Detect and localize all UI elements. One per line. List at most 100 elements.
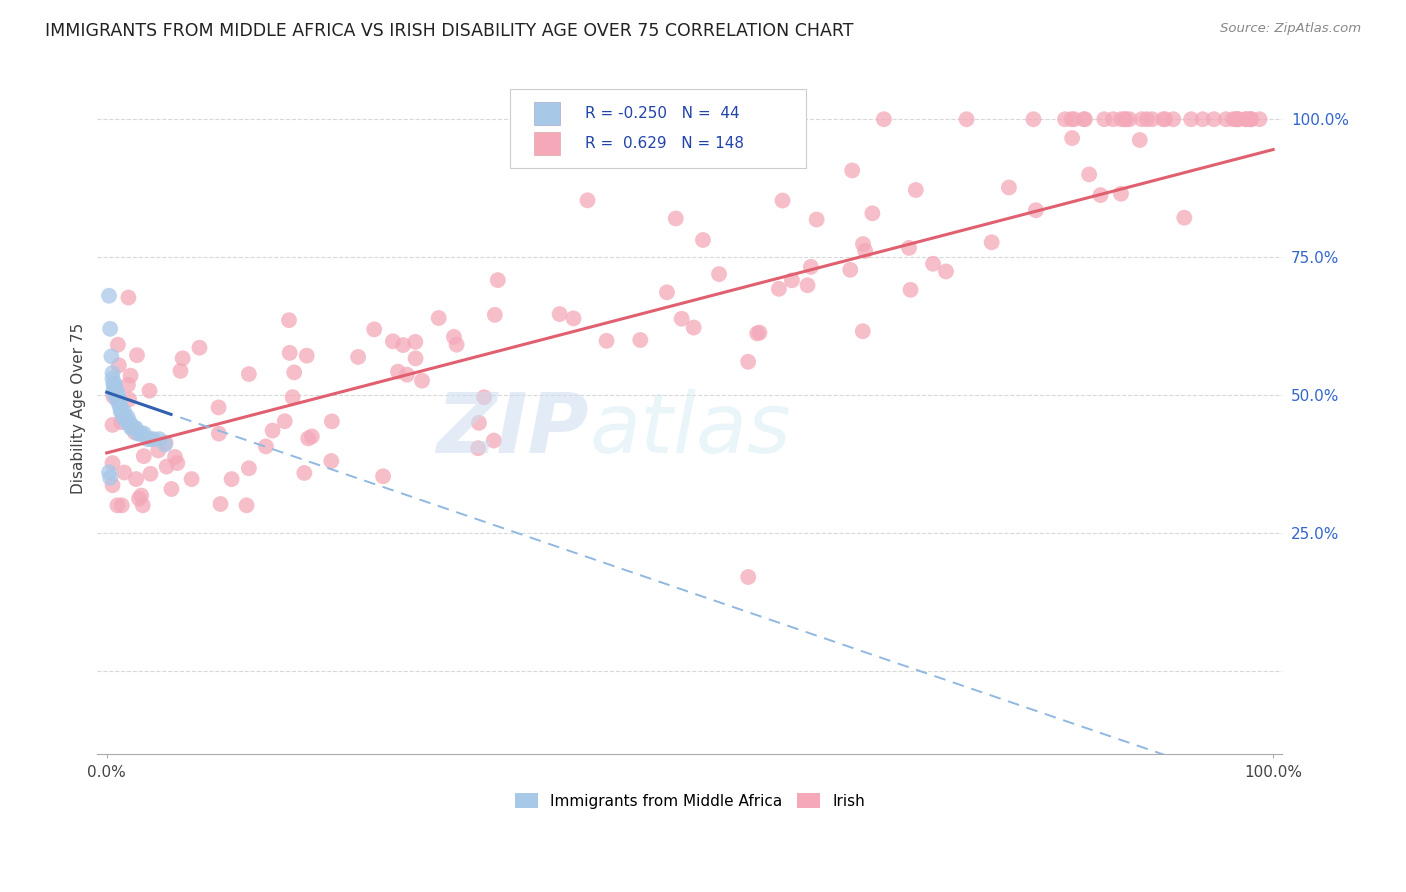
Point [381, 334, 404, 349]
Point [125, 348, 148, 362]
Point [1053, 112, 1076, 127]
Point [468, 416, 491, 430]
Point [1109, 186, 1132, 201]
Point [142, 432, 165, 446]
Point [105, 393, 128, 408]
Point [900, 283, 922, 297]
Point [208, 426, 231, 441]
Point [998, 180, 1021, 194]
Point [1025, 203, 1047, 218]
Point [101, 478, 124, 492]
Point [347, 350, 370, 364]
Point [209, 497, 232, 511]
Point [153, 437, 176, 451]
Point [1109, 112, 1132, 127]
Point [980, 235, 1002, 250]
Point [118, 392, 141, 407]
Point [411, 374, 433, 388]
Point [117, 410, 139, 425]
Point [1225, 112, 1247, 127]
Point [371, 469, 394, 483]
Legend: Immigrants from Middle Africa, Irish: Immigrants from Middle Africa, Irish [509, 787, 872, 814]
Point [110, 415, 132, 429]
Point [1074, 112, 1097, 127]
Point [166, 456, 188, 470]
Point [1240, 112, 1263, 127]
Point [1090, 188, 1112, 202]
Point [1227, 112, 1250, 127]
Point [281, 390, 304, 404]
Point [132, 498, 155, 512]
Point [904, 183, 927, 197]
Point [107, 393, 129, 408]
Point [292, 466, 315, 480]
Point [120, 368, 142, 383]
Point [1063, 112, 1085, 127]
Point [780, 273, 803, 287]
Point [121, 421, 143, 435]
Point [131, 426, 153, 441]
Point [1140, 112, 1163, 127]
Point [1022, 112, 1045, 127]
Point [387, 365, 409, 379]
Point [103, 376, 125, 391]
Point [138, 384, 160, 398]
Point [221, 472, 243, 486]
Point [295, 349, 318, 363]
Point [169, 364, 191, 378]
Point [1173, 211, 1195, 225]
Point [1240, 112, 1263, 127]
Point [301, 429, 323, 443]
Point [548, 307, 571, 321]
Point [682, 320, 704, 334]
Point [1102, 112, 1125, 127]
Point [132, 426, 155, 441]
Text: Source: ZipAtlas.com: Source: ZipAtlas.com [1220, 22, 1361, 36]
Point [1078, 168, 1101, 182]
Point [1060, 112, 1083, 127]
Point [955, 112, 977, 127]
Point [104, 388, 127, 402]
Point [1234, 112, 1257, 127]
Point [692, 233, 714, 247]
Point [283, 365, 305, 379]
Point [278, 346, 301, 360]
Point [108, 393, 131, 408]
Point [747, 326, 769, 341]
Point [405, 351, 427, 366]
Point [148, 443, 170, 458]
Point [105, 388, 128, 402]
Point [103, 383, 125, 397]
Point [117, 377, 139, 392]
Point [1161, 112, 1184, 127]
Point [671, 311, 693, 326]
Point [321, 454, 343, 468]
Point [125, 421, 148, 435]
Point [446, 337, 468, 351]
Point [207, 401, 229, 415]
Point [472, 390, 495, 404]
Point [110, 404, 132, 418]
Point [136, 432, 159, 446]
Point [898, 241, 921, 255]
Point [107, 337, 129, 351]
Point [111, 498, 134, 512]
Text: R =  0.629   N = 148: R = 0.629 N = 148 [585, 136, 744, 151]
Point [98, 465, 121, 479]
Point [796, 278, 818, 293]
Point [595, 334, 617, 348]
Text: IMMIGRANTS FROM MIDDLE AFRICA VS IRISH DISABILITY AGE OVER 75 CORRELATION CHART: IMMIGRANTS FROM MIDDLE AFRICA VS IRISH D… [45, 22, 853, 40]
Point [104, 383, 127, 397]
Point [1136, 112, 1159, 127]
Point [180, 472, 202, 486]
Point [1191, 112, 1213, 127]
Point [118, 416, 141, 430]
Point [484, 308, 506, 322]
Point [1154, 112, 1177, 127]
Point [1227, 112, 1250, 127]
Point [118, 416, 141, 430]
Point [772, 194, 794, 208]
Point [120, 421, 142, 435]
Point [486, 273, 509, 287]
Point [108, 359, 131, 373]
